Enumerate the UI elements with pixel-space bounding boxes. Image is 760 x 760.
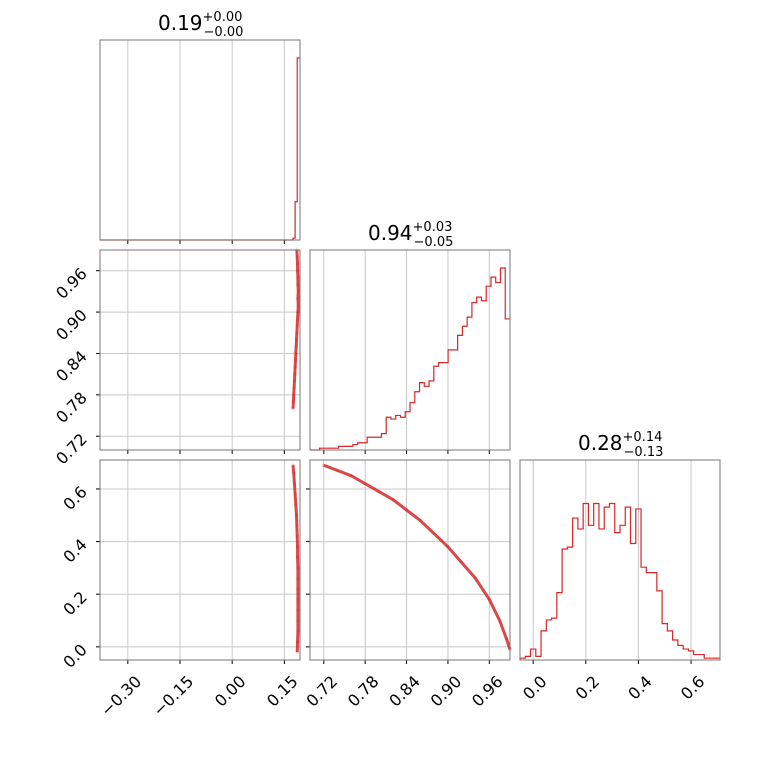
scatter-p1-p3-ytick-label-1: 0.2	[59, 588, 90, 619]
hist-p1-title-plus: +0.00	[203, 10, 243, 25]
hist-p2-title-plus: +0.03	[413, 220, 453, 235]
scatter-p1-p3-ytick-label-2: 0.4	[59, 535, 90, 566]
scatter-p1-p2-ytick-label-3: 0.90	[52, 305, 91, 344]
scatter-p2-p3-frame	[309, 459, 511, 661]
scatter-p2-p3-xtick-label-1: 0.78	[344, 672, 383, 711]
scatter-p2-p3-contour	[323, 463, 512, 650]
scatter-p1-p3-ytick-label-0: 0.0	[59, 640, 90, 671]
hist-p3-frame	[519, 459, 721, 661]
scatter-p1-p3-frame	[99, 459, 301, 661]
hist-p1-frame	[99, 39, 301, 241]
hist-p2-steps	[310, 267, 510, 451]
hist-p3-xtick-label-2: 0.4	[624, 672, 655, 703]
hist-p1-steps	[100, 57, 300, 241]
scatter-p2-p3-xtick-label-4: 0.96	[468, 672, 507, 711]
scatter-p2-p3-xtick-label-3: 0.90	[427, 672, 466, 711]
scatter-p2-p3-xtick-label-0: 0.72	[302, 672, 341, 711]
hist-p2-frame	[309, 249, 511, 451]
hist-p1-title-minus: −0.00	[204, 25, 244, 40]
scatter-p1-p3-xtick-label-0: −0.30	[97, 672, 145, 720]
scatter-p1-p2-contour	[291, 249, 300, 409]
scatter-p1-p2-ytick-label-4: 0.96	[52, 264, 91, 303]
scatter-p1-p3-xtick-label-1: −0.15	[149, 672, 197, 720]
scatter-p1-p2-ytick-label-0: 0.72	[52, 430, 91, 469]
hist-p2-title: 0.94+0.03 −0.05	[368, 220, 453, 250]
hist-p2-title-minus: −0.05	[414, 235, 454, 250]
hist-p3-xtick-label-1: 0.2	[572, 672, 603, 703]
hist-p2-title-median: 0.94	[368, 221, 413, 245]
scatter-p1-p3-xtick-label-2: 0.00	[211, 672, 250, 711]
hist-p1-title-median: 0.19	[158, 11, 203, 35]
hist-p3-title-plus: +0.14	[623, 430, 663, 445]
hist-p3-title: 0.28+0.14 −0.13	[578, 430, 663, 460]
scatter-p1-p2-ytick-label-2: 0.84	[52, 347, 91, 386]
scatter-p1-p3-contour	[291, 465, 300, 653]
hist-p3-title-median: 0.28	[578, 431, 623, 455]
hist-p3-steps	[519, 502, 720, 660]
scatter-p1-p3-ytick-label-3: 0.6	[59, 482, 90, 513]
scatter-p1-p3-xtick-label-3: 0.15	[263, 672, 302, 711]
hist-p1-title: 0.19+0.00 −0.00	[158, 10, 243, 40]
scatter-p2-p3-xtick-label-2: 0.84	[385, 672, 424, 711]
hist-p3-xtick-label-0: 0.0	[519, 672, 550, 703]
hist-p3-xtick-label-3: 0.6	[677, 672, 708, 703]
scatter-p1-p2-ytick-label-1: 0.78	[52, 388, 91, 427]
scatter-p1-p2-frame	[99, 249, 301, 451]
hist-p3-title-minus: −0.13	[624, 445, 664, 460]
